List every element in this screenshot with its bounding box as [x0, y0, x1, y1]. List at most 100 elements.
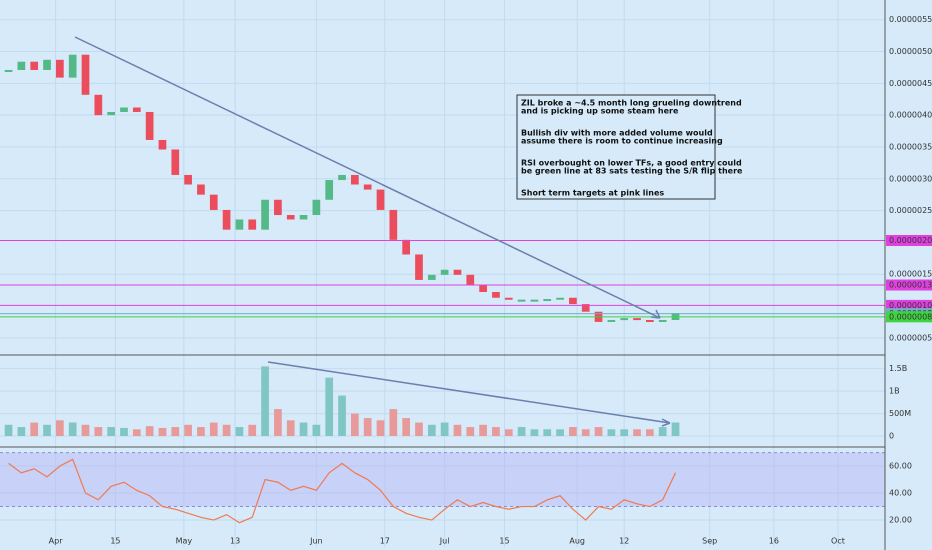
level-label-box: [886, 299, 932, 311]
candle: [94, 94, 103, 116]
volume-bar: [504, 429, 513, 437]
candle: [427, 274, 436, 280]
volume-bar: [286, 420, 295, 437]
candle: [68, 54, 77, 78]
candle: [184, 174, 192, 185]
note-text: RSI overbought on lower TFs, a good entr…: [521, 159, 742, 168]
volume-bar: [132, 429, 141, 437]
candle: [351, 174, 359, 185]
candle: [209, 194, 218, 210]
volume-bar: [671, 422, 680, 437]
volume-bar: [658, 427, 667, 437]
candle: [17, 61, 26, 70]
candle: [492, 292, 500, 298]
volume-trend-line: [267, 361, 671, 424]
volume-bar: [94, 427, 103, 437]
volume-bar: [4, 424, 13, 437]
candle: [517, 299, 526, 302]
volume-bar: [376, 420, 385, 437]
candle: [453, 269, 462, 275]
volume-bar: [209, 422, 218, 437]
candle: [248, 219, 257, 230]
volume-bar: [351, 413, 359, 437]
candle: [376, 189, 385, 210]
grid: [0, 0, 885, 547]
note-text: Short term targets at pink lines: [521, 189, 664, 198]
note-text: and is picking up some steam here: [521, 107, 679, 116]
candle: [158, 139, 167, 150]
volume-bar: [274, 409, 282, 437]
candle: [4, 69, 13, 72]
x-tick-label: Oct: [831, 537, 845, 546]
candle: [312, 199, 321, 216]
y-tick-label: 500M: [889, 409, 911, 418]
candle: [543, 299, 552, 302]
x-tick-label: Sep: [702, 537, 717, 546]
volume-bar: [569, 427, 577, 437]
rsi-band: [0, 452, 885, 507]
level-label: 0.00000133: [889, 281, 932, 290]
candle: [325, 180, 334, 200]
candle: [620, 318, 629, 321]
volume-bar: [517, 427, 526, 437]
volume-bar: [363, 418, 372, 437]
volume-bar: [107, 427, 116, 437]
rsi-line: [8, 458, 677, 524]
volume-bar: [235, 427, 244, 437]
volume-bar: [633, 429, 641, 437]
candle: [530, 299, 539, 302]
candle: [363, 184, 372, 190]
volume-bar: [402, 418, 411, 437]
note-box: [516, 94, 716, 200]
volume-bar: [415, 422, 423, 437]
candle: [607, 320, 616, 323]
level-label: 0.00000203: [889, 236, 932, 245]
volume-bar: [594, 427, 603, 437]
x-tick-label: Jul: [439, 537, 450, 546]
volume-bar: [492, 427, 500, 437]
note-text: assume there is room to continue increas…: [521, 137, 723, 146]
candle: [30, 61, 39, 70]
level-label-box: [886, 311, 932, 323]
volume-bar: [325, 377, 334, 437]
candle: [43, 59, 51, 70]
volume-bar: [646, 429, 654, 437]
volume-bar: [261, 366, 269, 437]
arrow-head: [650, 309, 661, 319]
y-tick-label: 60.00: [889, 462, 912, 471]
candle: [107, 111, 116, 116]
x-tick-label: Jun: [309, 537, 323, 546]
volume-bar: [17, 427, 26, 437]
volume-bar: [81, 424, 90, 437]
note-text: Bullish div with more added volume would: [521, 129, 713, 138]
candle: [389, 209, 398, 240]
volume-bar: [338, 395, 346, 437]
x-tick-label: 12: [619, 537, 629, 546]
volume-bar: [466, 427, 475, 437]
candle: [286, 215, 295, 220]
candle: [274, 199, 282, 216]
candle: [81, 54, 90, 95]
candle: [569, 297, 577, 305]
volume-bar: [530, 429, 539, 437]
y-tick-label: 0: [889, 432, 894, 441]
level-label-box: [886, 279, 932, 291]
volume-bar: [440, 422, 449, 437]
volume-bar: [479, 424, 487, 437]
candle: [466, 274, 475, 286]
candle: [402, 239, 411, 255]
volume-bar: [453, 424, 462, 437]
candle: [56, 59, 64, 78]
volume-bar: [158, 427, 167, 437]
volume-bar: [581, 429, 590, 437]
candle: [415, 254, 423, 280]
candle: [658, 320, 667, 323]
volume-bar: [120, 427, 128, 437]
x-tick-label: 17: [380, 537, 390, 546]
